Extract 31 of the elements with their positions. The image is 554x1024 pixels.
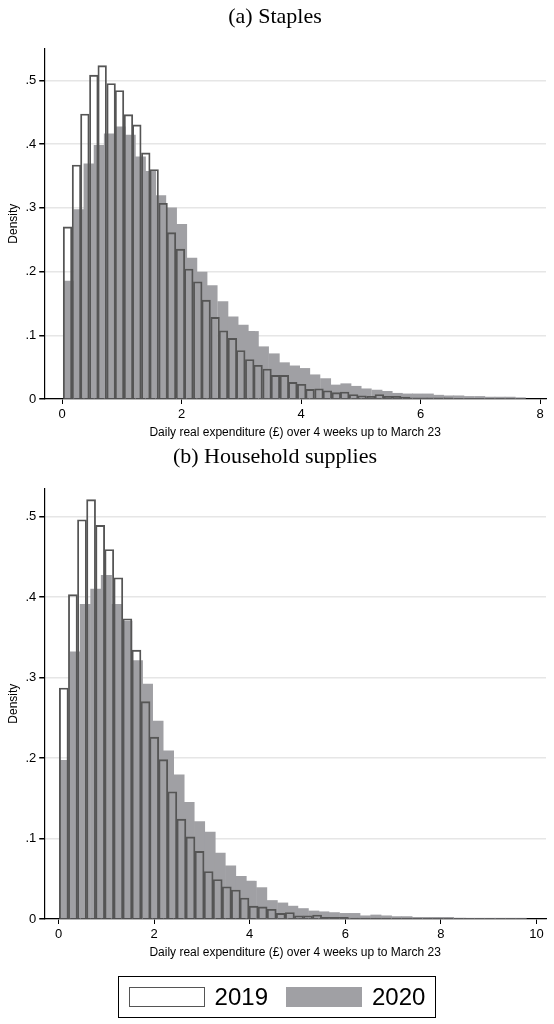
y-tick-label: .1: [25, 830, 37, 846]
chart-title: (a) Staples: [228, 2, 322, 28]
y-axis-title: Density: [5, 683, 20, 724]
y-tick-label: .2: [25, 263, 37, 279]
x-tick-label: 2: [150, 926, 158, 942]
y-tick-label: 0: [29, 390, 37, 406]
y-tick-label: .2: [25, 749, 37, 765]
y-tick-label: .5: [25, 508, 37, 524]
x-tick-label: 8: [536, 406, 544, 422]
x-tick-label: 4: [297, 406, 305, 422]
x-tick-label: 10: [529, 926, 544, 942]
x-tick-label: 0: [54, 926, 63, 942]
x-tick-label: 2: [178, 406, 186, 422]
y-tick-label: 0: [29, 910, 37, 926]
y-tick-label: .1: [25, 326, 37, 342]
y-axis-title: Density: [5, 203, 20, 244]
legend-label: 2020: [372, 983, 426, 1011]
y-tick-label: .3: [25, 199, 37, 215]
x-axis-title: Daily real expenditure (£) over 4 weeks up to March 23: [149, 425, 442, 440]
chart-title: (b) Household supplies: [172, 442, 378, 468]
y-tick-label: .4: [25, 588, 37, 604]
x-tick-label: 6: [341, 926, 349, 942]
legend-label: 2019: [214, 983, 268, 1011]
x-tick-label: 0: [58, 406, 66, 422]
y-tick-label: .4: [25, 135, 37, 151]
x-tick-label: 4: [246, 926, 254, 942]
x-tick-label: 8: [437, 926, 445, 942]
x-axis-title: Daily real expenditure (£) over 4 weeks up to March 23: [149, 945, 442, 960]
y-tick-label: .3: [25, 669, 37, 685]
x-tick-label: 6: [416, 406, 425, 422]
y-tick-label: .5: [25, 71, 37, 87]
